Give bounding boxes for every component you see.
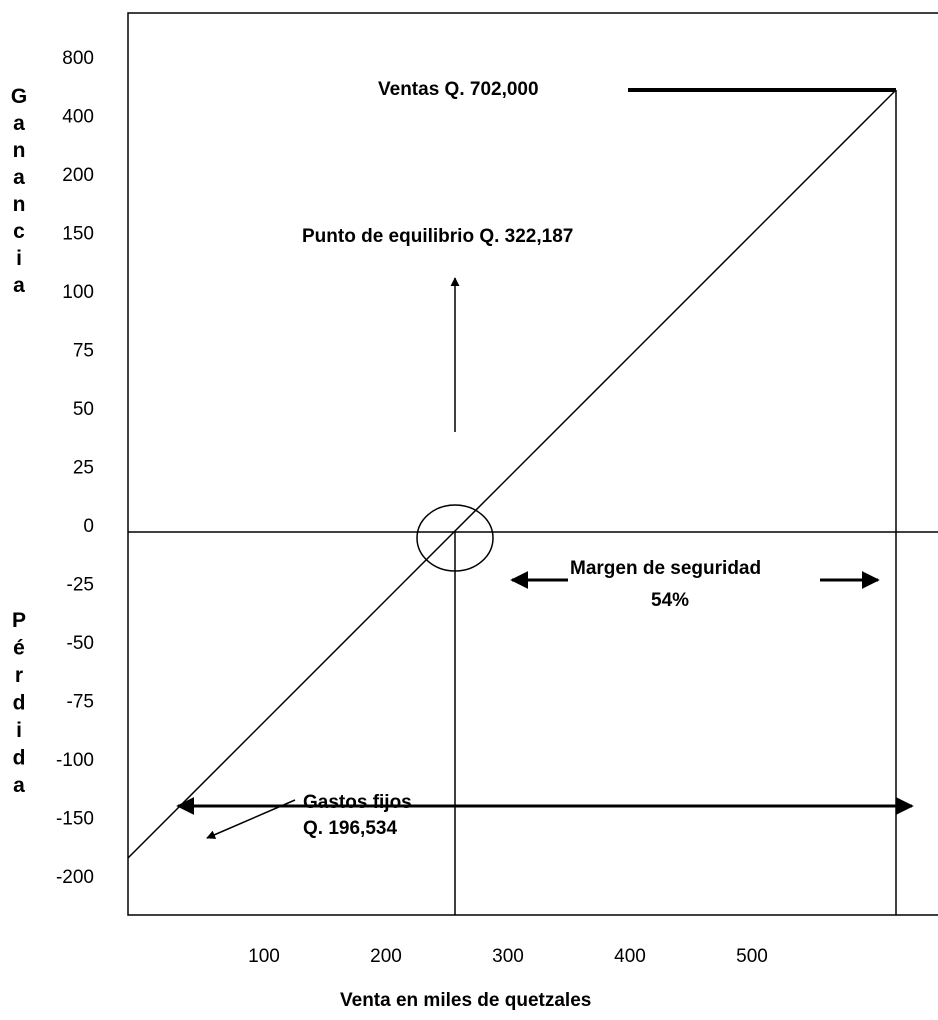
margin-annotation: Margen de seguridad [570,558,761,579]
sales-annotation: Ventas Q. 702,000 [378,79,539,100]
y-tick-label: 100 [62,282,94,303]
y-label-letter: G [11,85,27,108]
y-tick-label: 25 [73,458,94,479]
profit-line [127,89,897,859]
x-tick-labels: 100 200 300 400 500 [248,946,768,967]
y-tick-label: 0 [83,516,94,537]
y-tick-label: 400 [62,107,94,128]
y-tick-label: 150 [62,224,94,245]
y-tick-label: -25 [67,575,94,596]
y-label-letter: a [13,112,25,135]
y-tick-labels: 800 400 200 150 100 75 50 25 0 -25 -50 -75 -100 -150 -… [56,48,94,888]
y-label-letter: d [13,747,26,770]
y-label-letter: a [13,774,25,797]
x-tick-label: 200 [370,946,402,967]
y-label-letter: i [16,719,22,742]
x-tick-label: 100 [248,946,280,967]
y-label-letter: a [13,166,25,189]
y-label-letter: n [13,139,26,162]
x-axis-label: Venta en miles de quetzales [340,990,591,1011]
y-tick-label: 800 [62,48,94,69]
fixed-costs-value: Q. 196,534 [303,818,397,839]
x-tick-label: 400 [614,946,646,967]
y-label-letter: i [16,247,22,270]
breakeven-annotation: Punto de equilibrio Q. 322,187 [302,226,573,247]
y-tick-label: -100 [56,750,94,771]
y-label-letter: a [13,274,25,297]
margin-percent: 54% [651,590,689,611]
plot-frame [127,12,938,916]
y-tick-label: 50 [73,399,94,420]
y-label-letter: P [12,609,26,632]
fixed-costs-annotation: Gastos fijos [303,792,412,813]
x-tick-label: 300 [492,946,524,967]
y-label-letter: r [15,664,23,687]
y-label-letter: n [13,193,26,216]
y-tick-label: -200 [56,867,94,888]
y-tick-label: 75 [73,341,94,362]
y-tick-label: -150 [56,809,94,830]
y-label-letter: c [13,220,25,243]
breakeven-circle [416,504,494,572]
y-label-letter: d [13,692,26,715]
y-tick-label: -75 [67,692,94,713]
y-label-letter: é [13,637,25,660]
y-tick-label: 200 [62,165,94,186]
y-tick-label: -50 [67,633,94,654]
x-tick-label: 500 [736,946,768,967]
